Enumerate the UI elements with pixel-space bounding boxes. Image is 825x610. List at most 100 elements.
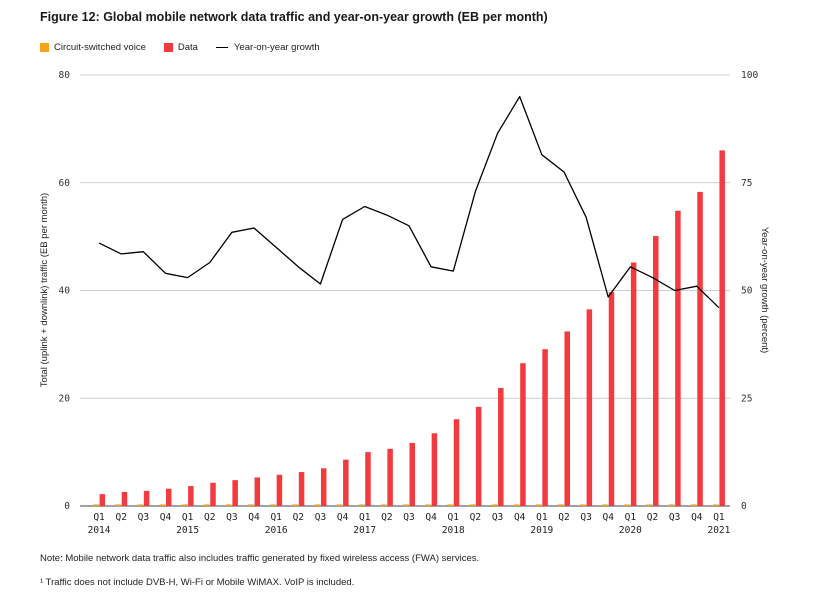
bar-voice <box>447 504 453 506</box>
bar-data <box>276 474 283 506</box>
bar-data <box>165 488 172 506</box>
bar-data <box>254 477 261 506</box>
bar-voice <box>712 504 719 506</box>
x-year-label: 2017 <box>353 525 376 536</box>
legend-swatch-growth <box>215 47 228 48</box>
x-tick-label: Q3 <box>403 512 414 523</box>
bar-data <box>653 236 659 506</box>
bar-data <box>387 448 393 506</box>
x-year-label: 2018 <box>442 525 465 536</box>
bar-voice <box>380 504 387 506</box>
x-year-label: 2020 <box>619 525 642 536</box>
x-year-label: 2021 <box>707 525 730 536</box>
bar-voice <box>159 504 165 506</box>
bar-data <box>453 419 460 506</box>
bar-data <box>143 490 150 506</box>
bar-data <box>608 292 615 506</box>
bar-voice <box>425 504 431 506</box>
bar-voice <box>580 504 586 506</box>
bar-voice <box>690 504 697 506</box>
bar-data <box>586 309 593 506</box>
x-tick-label: Q4 <box>691 512 703 523</box>
bar-voice <box>469 504 475 506</box>
bar-data <box>409 442 415 506</box>
bar-data <box>121 491 128 506</box>
bar-voice <box>624 504 630 506</box>
x-year-label: 2019 <box>530 525 553 536</box>
x-tick-label: Q3 <box>492 512 503 523</box>
legend-item-voice: Circuit-switched voice <box>40 42 146 53</box>
y-left-tick-label: 60 <box>59 178 71 189</box>
bar-data <box>630 262 637 506</box>
bar-voice <box>115 504 121 506</box>
bar-data <box>475 406 482 506</box>
bar-data <box>564 331 570 506</box>
bar-data <box>520 363 526 506</box>
bar-data <box>188 486 194 506</box>
bar-voice <box>491 504 498 506</box>
bar-voice <box>270 504 276 506</box>
x-tick-label: Q2 <box>204 512 215 523</box>
x-tick-label: Q2 <box>558 512 569 523</box>
x-year-label: 2015 <box>176 525 199 536</box>
legend-swatch-data <box>163 43 173 52</box>
bar-voice <box>137 504 143 506</box>
note-traffic: ¹ Traffic does not include DVB-H, Wi-Fi … <box>40 577 355 588</box>
x-tick-label: Q3 <box>138 512 149 523</box>
x-tick-label: Q3 <box>315 512 326 523</box>
bar-voice <box>602 504 608 506</box>
chart-plot: 0 20 40 60 80 0 25 50 75 100 Q1 Q2 Q3 Q4 Q1 Q2 Q3 Q4 Q1 Q2 Q… <box>39 70 770 536</box>
bar-data <box>99 494 106 506</box>
y-right-tick-label: 75 <box>741 178 752 189</box>
x-tick-label: Q4 <box>337 512 349 523</box>
bar-data <box>675 210 681 506</box>
bar-voice <box>557 504 564 506</box>
bar-voice <box>181 504 188 506</box>
x-year-label: 2014 <box>88 525 111 536</box>
x-tick-label: Q4 <box>425 512 437 523</box>
x-tick-label: Q1 <box>625 512 637 523</box>
x-tick-label: Q1 <box>448 512 460 523</box>
y-left-axis-title: Total (uplink + downlink) traffic (EB pe… <box>39 193 50 387</box>
x-tick-label: Q1 <box>93 512 105 523</box>
bar-voice <box>535 504 542 506</box>
x-tick-label: Q1 <box>536 512 548 523</box>
y-right-tick-label: 0 <box>741 501 747 512</box>
bar-voice <box>646 504 653 506</box>
bar-data <box>365 452 371 506</box>
bar-voice <box>314 504 320 506</box>
x-tick-label: Q1 <box>359 512 371 523</box>
x-year-label: 2016 <box>265 525 288 536</box>
bar-voice <box>336 504 343 506</box>
x-tick-label: Q1 <box>713 512 725 523</box>
bar-voice <box>292 504 298 506</box>
legend-swatch-voice <box>40 43 49 52</box>
bar-data <box>431 433 438 506</box>
bar-voice <box>513 504 520 506</box>
bar-voice <box>225 504 232 506</box>
legend-label-voice: Circuit-switched voice <box>54 42 146 53</box>
bar-data <box>719 150 725 507</box>
legend-label-growth: Year-on-year growth <box>233 42 320 53</box>
x-tick-label: Q1 <box>182 512 194 523</box>
x-tick-label: Q4 <box>603 512 615 523</box>
x-tick-label: Q2 <box>647 512 658 523</box>
bar-voice <box>203 504 210 506</box>
bar-data <box>320 468 327 506</box>
legend-item-growth: Year-on-year growth <box>215 42 320 53</box>
x-tick-label: Q2 <box>470 512 481 523</box>
bar-data <box>498 388 504 506</box>
bar-data <box>542 349 548 506</box>
legend-item-data: Data <box>163 42 198 53</box>
bar-voice <box>93 504 99 506</box>
x-tick-label: Q2 <box>381 512 392 523</box>
y-right-tick-label: 100 <box>741 70 758 81</box>
y-left-tick-label: 40 <box>59 286 71 297</box>
growth-line-layer <box>98 95 720 309</box>
y-right-tick-label: 25 <box>741 393 752 404</box>
growth-line <box>98 95 720 309</box>
y-left-tick-label: 80 <box>59 70 71 81</box>
note-fwa: Note: Mobile network data traffic also i… <box>40 553 480 564</box>
bars <box>93 150 725 507</box>
bar-data <box>210 482 216 506</box>
